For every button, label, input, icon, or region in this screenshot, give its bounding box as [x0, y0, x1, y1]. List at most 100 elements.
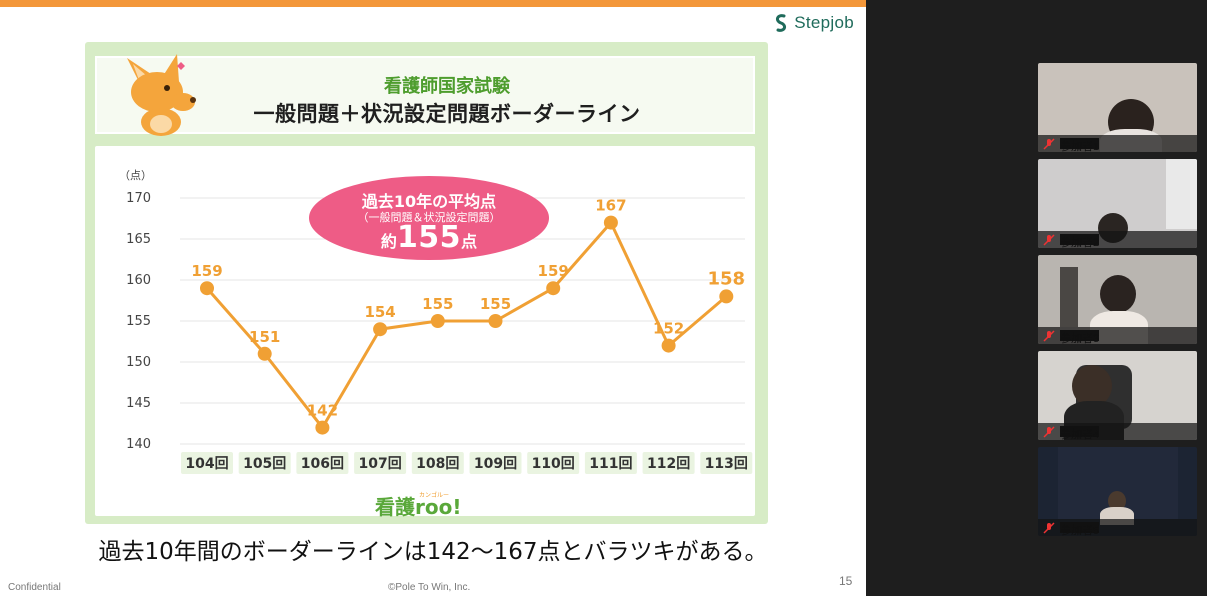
copyright-label: ©Pole To Win, Inc. [388, 582, 471, 593]
x-tick-label: 111回 [589, 456, 632, 472]
y-tick-label: 165 [126, 232, 151, 247]
kangaroo-mascot-icon [127, 54, 196, 136]
x-tick-label: 112回 [647, 456, 690, 472]
x-tick-label: 106回 [301, 456, 344, 472]
x-tick-label: 104回 [185, 456, 228, 472]
participant-name: 参加者4 [1060, 426, 1100, 440]
data-label: 159 [538, 262, 569, 280]
x-tick-label: 113回 [705, 456, 748, 472]
data-point [603, 215, 618, 230]
series-line [205, 221, 728, 430]
y-tick-label: 140 [126, 437, 151, 452]
data-point [488, 314, 503, 328]
x-category-box [527, 452, 580, 474]
page-number: 15 [839, 574, 853, 588]
x-category-box [469, 452, 522, 474]
x-tick-label: 108回 [416, 456, 459, 472]
participant-name-bar: 参加者5 [1038, 519, 1197, 536]
data-point [200, 281, 214, 296]
x-category-box [642, 452, 695, 474]
stepjob-logo-icon [776, 14, 787, 32]
dark-doorway [1060, 267, 1078, 327]
brand-name: Stepjob [794, 13, 854, 32]
data-label: 155 [422, 295, 453, 313]
average-note: （一般問題＆状況設定問題） [357, 211, 501, 224]
participant-name: 参加者5 [1060, 522, 1100, 536]
data-point [430, 314, 445, 328]
x-category-box [354, 452, 407, 474]
muted-mic-icon [1043, 522, 1055, 534]
chart-title-box: 看護師国家試験 一般問題＋状況設定問題ボーダーライン [95, 54, 755, 136]
average-score-bubble: 過去10年の平均点 （一般問題＆状況設定問題） 約155点 [309, 176, 549, 260]
kangoroo-logo-small: カンゴルー [419, 491, 449, 499]
kangoroo-logo: 看護roo! カンゴルー [375, 491, 461, 519]
participant-name-bar: 参加者2 [1038, 231, 1197, 248]
participant-video-tile[interactable]: 参加者3 [1038, 255, 1197, 344]
chart-title: 看護師国家試験 [384, 76, 510, 97]
x-category-box [584, 452, 637, 474]
chart-panel: 看護師国家試験 一般問題＋状況設定問題ボーダーライン 140 145 150 155 1… [85, 42, 768, 524]
data-label: 159 [191, 262, 222, 280]
participant-silhouette [1108, 491, 1126, 511]
data-point [546, 281, 561, 296]
x-category-box [700, 452, 753, 474]
chart-subtitle: 一般問題＋状況設定問題ボーダーライン [253, 102, 641, 126]
plot-area: 140 145 150 155 160 165 170 104回 105回 106回 107回 10… [95, 146, 755, 516]
slide-top-accent-bar [0, 0, 866, 7]
average-prefix: 約 [380, 232, 397, 251]
y-tick-label: 145 [126, 396, 151, 411]
average-title: 過去10年の平均点 [361, 192, 497, 211]
stepjob-brand: Stepjob [774, 13, 854, 33]
data-point [661, 338, 676, 353]
data-label: 158 [708, 268, 746, 289]
data-label: 154 [364, 303, 395, 321]
participant-silhouette [1072, 365, 1112, 407]
data-point [315, 420, 330, 435]
participant-silhouette [1100, 275, 1136, 313]
participant-video-tile[interactable]: 参加者2 [1038, 159, 1197, 248]
participant-name: 参加者1 [1060, 138, 1100, 152]
kangoroo-logo-text: 看護roo! [375, 495, 461, 519]
x-tick-label: 110回 [532, 456, 575, 472]
data-label: 152 [653, 320, 684, 338]
y-tick-label: 155 [126, 314, 151, 329]
muted-mic-icon [1043, 426, 1055, 438]
y-axis-unit-label: （点） [119, 169, 152, 182]
line-chart: 140 145 150 155 160 165 170 104回 105回 106回 107回 10… [119, 169, 753, 474]
participant-name: 参加者3 [1060, 330, 1100, 344]
data-point [373, 322, 388, 337]
y-tick-label: 170 [126, 191, 151, 206]
meeting-participants-panel: 参加者1 参加者2 参加者3 [866, 0, 1207, 596]
participant-video-tile[interactable]: 参加者1 [1038, 63, 1197, 152]
x-category-box [181, 452, 233, 474]
confidential-label: Confidential [8, 582, 61, 593]
presentation-slide: Stepjob 看護師国家試験 一般問題＋状況設定問題ボーダーライン 14 [0, 0, 866, 596]
data-point [257, 346, 272, 361]
participant-name-bar: 参加者4 [1038, 423, 1197, 440]
muted-mic-icon [1043, 330, 1055, 342]
x-category-box [411, 452, 464, 474]
data-point [719, 289, 734, 304]
x-tick-label: 105回 [243, 456, 286, 472]
average-value: 155 [396, 220, 462, 255]
average-value-line: 約155点 [309, 220, 549, 255]
y-tick-label: 150 [126, 355, 151, 370]
slide-caption: 過去10年間のボーダーラインは142～167点とバラツキがある。 [98, 539, 768, 565]
x-category-box [238, 452, 291, 474]
participant-video-tile[interactable]: 参加者4 [1038, 351, 1197, 440]
window-light [1166, 159, 1197, 229]
muted-mic-icon [1043, 138, 1055, 150]
x-category-box [296, 452, 349, 474]
data-label: 151 [249, 328, 280, 346]
data-label: 167 [595, 197, 626, 215]
x-tick-label: 107回 [358, 456, 401, 472]
data-label: 142 [307, 402, 338, 420]
participant-name-bar: 参加者1 [1038, 135, 1197, 152]
x-tick-label: 109回 [474, 456, 517, 472]
average-unit: 点 [461, 232, 478, 251]
data-label: 155 [480, 295, 511, 313]
y-tick-label: 160 [126, 273, 151, 288]
participant-video-tile[interactable]: 参加者5 [1038, 447, 1197, 536]
participant-name-bar: 参加者3 [1038, 327, 1197, 344]
participant-name: 参加者2 [1060, 234, 1100, 248]
